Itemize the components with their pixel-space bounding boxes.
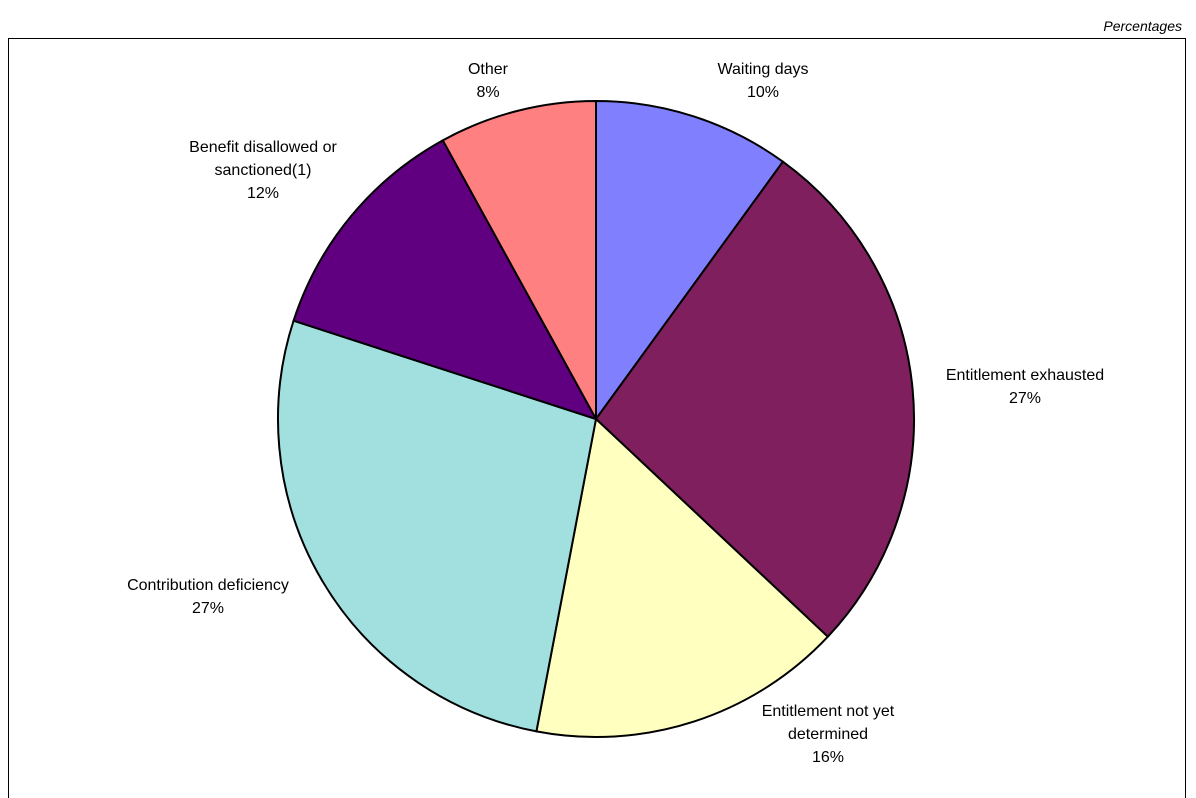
slice-label-other: Other 8% [468,61,509,101]
slice-value-label: 16% [812,749,844,766]
pie-slice-other [441,100,597,420]
pie-slice-benefit-disallowed-or-sanctioned-1 [292,139,597,420]
slice-value-label: 8% [476,84,499,101]
slice-value-label: 10% [747,84,779,101]
slice-value-label: 27% [192,600,224,617]
pie-slice-waiting-days [595,100,784,420]
slice-name-line: Other [468,61,509,78]
slice-name-line: determined [788,726,868,743]
slice-name-line: sanctioned(1) [215,162,312,179]
pie-slices [277,100,915,738]
pie-slice-entitlement-not-yet-determined [535,418,829,738]
chart-frame [8,38,1186,798]
units-label: Percentages [1103,18,1182,34]
pie-labels: Waiting days 10%Entitlement exhausted 27%E… [127,61,1104,766]
slice-name-line: Waiting days [718,61,809,78]
slice-label-entitlement-exhausted: Entitlement exhausted 27% [946,367,1104,407]
slice-value-label: 27% [1009,390,1041,407]
slice-value-label: 12% [247,185,279,202]
slice-name-line: Entitlement not yet [762,703,895,720]
pie-slice-contribution-deficiency [277,319,597,733]
slice-label-benefit-disallowed-or-sanctioned-1: Benefit disallowed or sanctioned(1) 12% [189,139,337,202]
pie-slice-entitlement-exhausted [595,160,915,638]
slice-name-line: Contribution deficiency [127,577,289,594]
slice-name-line: Benefit disallowed or [189,139,337,156]
slice-label-waiting-days: Waiting days 10% [718,61,809,101]
slice-label-entitlement-not-yet-determined: Entitlement not yet determined 16% [762,703,895,766]
slice-name-line: Entitlement exhausted [946,367,1104,384]
slice-label-contribution-deficiency: Contribution deficiency 27% [127,577,289,617]
